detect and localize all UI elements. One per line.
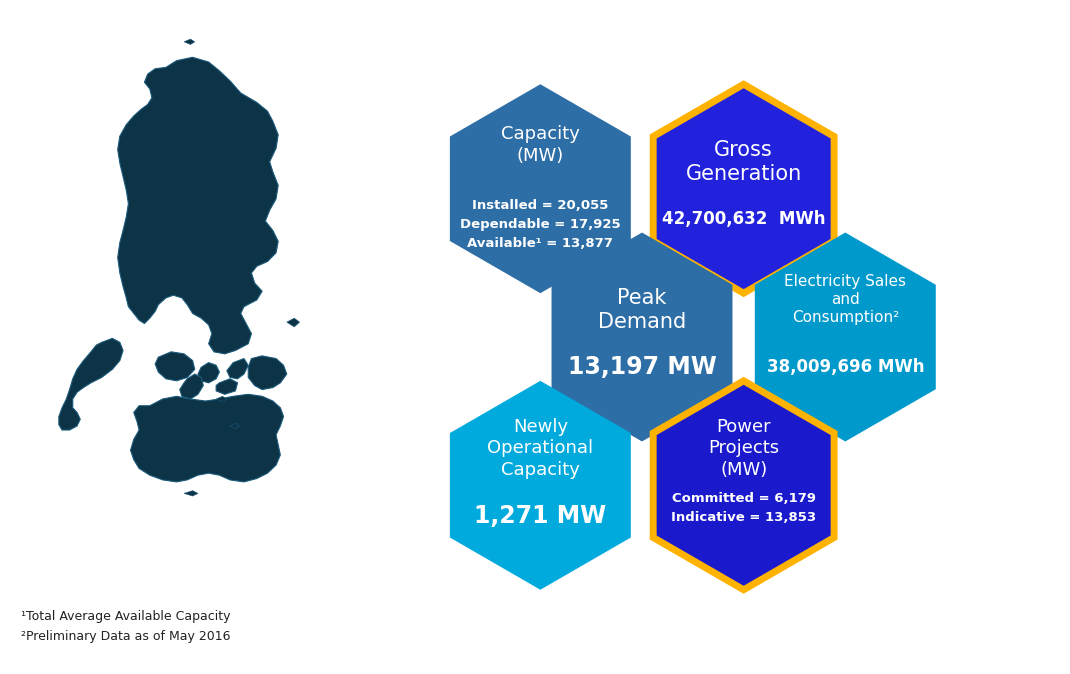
Polygon shape (449, 84, 631, 293)
Text: 38,009,696 MWh: 38,009,696 MWh (766, 359, 924, 376)
Polygon shape (653, 84, 835, 293)
Text: 42,700,632  MWh: 42,700,632 MWh (662, 210, 825, 228)
Text: Available¹ = 13,877: Available¹ = 13,877 (468, 237, 613, 250)
Text: Capacity
(MW): Capacity (MW) (501, 125, 580, 164)
Text: Committed = 6,179: Committed = 6,179 (672, 492, 815, 506)
Text: Power
Projects
(MW): Power Projects (MW) (708, 418, 779, 479)
Polygon shape (216, 396, 227, 402)
Polygon shape (131, 394, 284, 482)
Polygon shape (287, 318, 300, 327)
Text: Indicative = 13,853: Indicative = 13,853 (671, 511, 816, 524)
Text: Newly
Operational
Capacity: Newly Operational Capacity (487, 418, 594, 479)
Polygon shape (230, 423, 240, 429)
Polygon shape (155, 352, 195, 381)
Polygon shape (449, 381, 631, 590)
Polygon shape (227, 359, 248, 379)
Polygon shape (180, 374, 203, 399)
Text: Gross
Generation: Gross Generation (686, 140, 801, 184)
Polygon shape (118, 57, 278, 354)
Polygon shape (248, 356, 287, 390)
Polygon shape (216, 379, 238, 394)
Polygon shape (653, 381, 835, 590)
Text: Electricity Sales
and
Consumption²: Electricity Sales and Consumption² (784, 274, 906, 326)
Text: Installed = 20,055: Installed = 20,055 (472, 199, 609, 212)
Text: 13,197 MW: 13,197 MW (567, 355, 717, 379)
Polygon shape (59, 338, 123, 430)
Polygon shape (754, 233, 936, 441)
Text: 1,271 MW: 1,271 MW (474, 503, 607, 528)
Text: Peak
Demand: Peak Demand (598, 288, 686, 332)
Text: Dependable = 17,925: Dependable = 17,925 (460, 218, 621, 231)
Polygon shape (551, 233, 733, 441)
Polygon shape (184, 39, 195, 44)
Text: ²Preliminary Data as of May 2016: ²Preliminary Data as of May 2016 (21, 630, 231, 644)
Polygon shape (184, 491, 198, 496)
Polygon shape (198, 363, 219, 383)
Text: ¹Total Average Available Capacity: ¹Total Average Available Capacity (21, 610, 231, 623)
